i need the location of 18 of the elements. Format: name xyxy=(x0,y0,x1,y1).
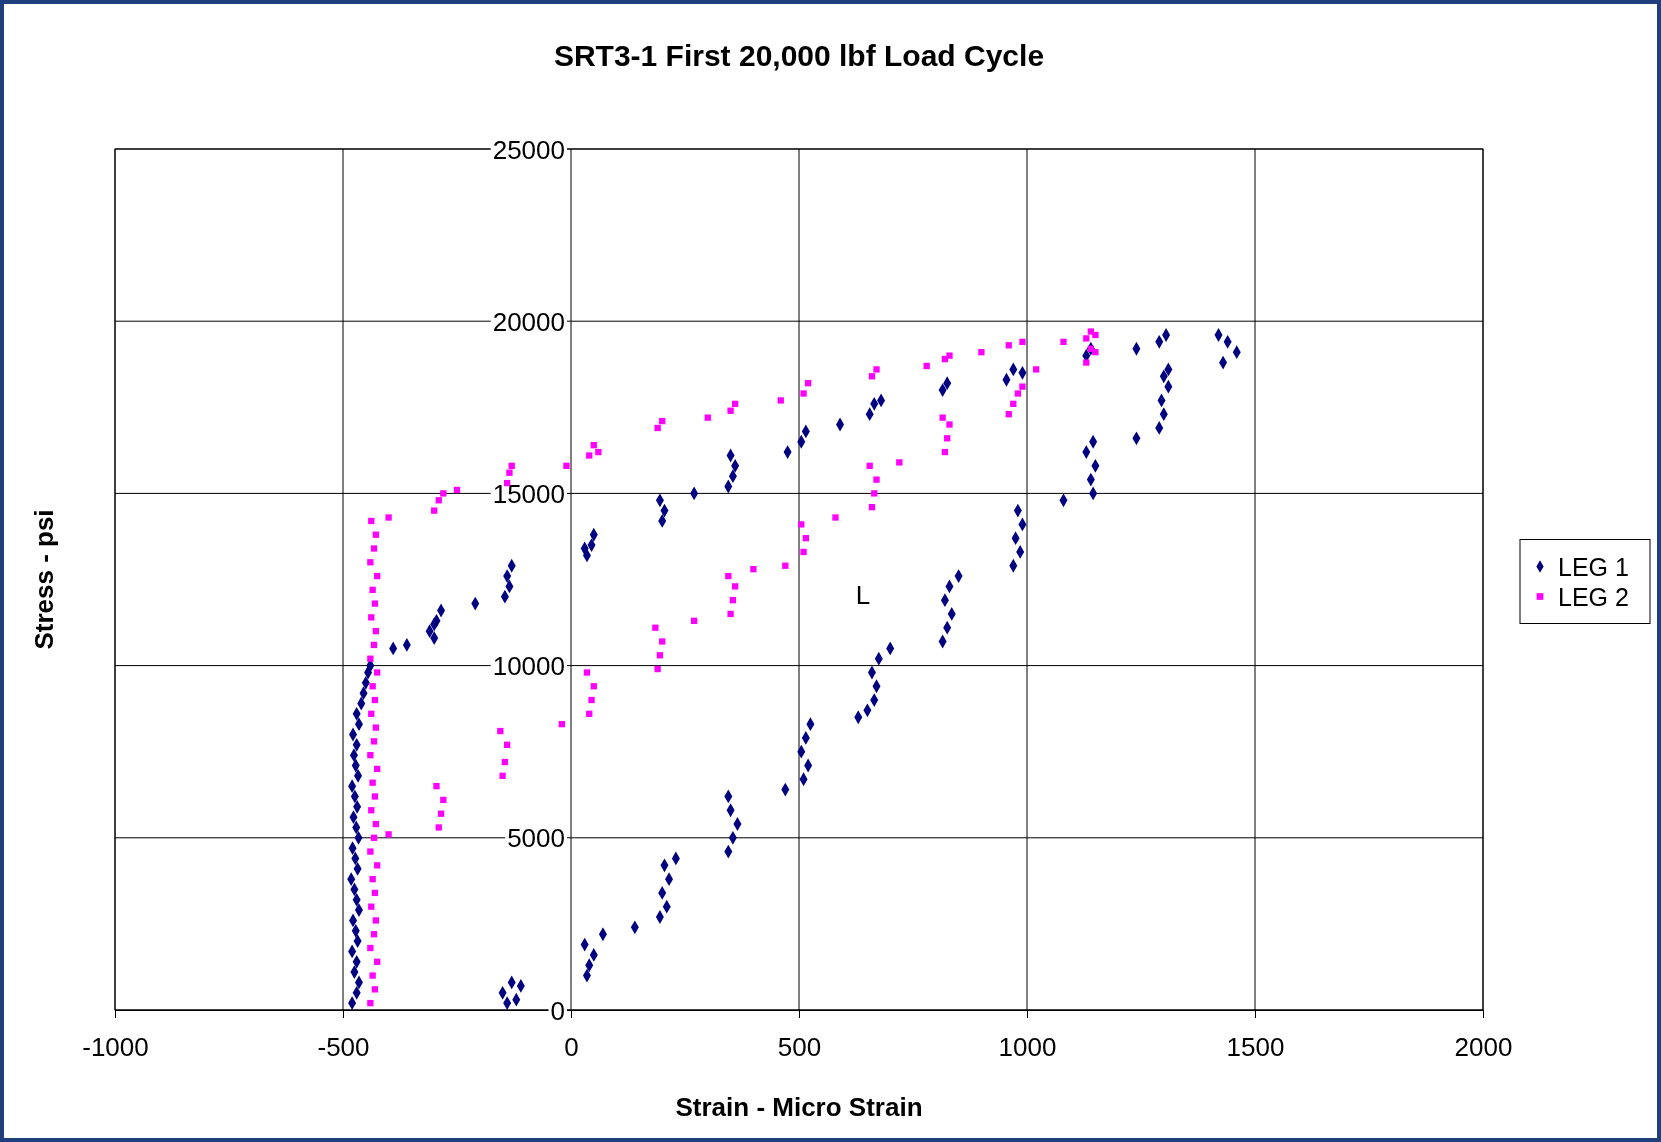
y-tick-label: 15000 xyxy=(492,479,565,509)
y-tick-label: 5000 xyxy=(507,823,565,854)
x-tick-label: 1000 xyxy=(998,1032,1057,1063)
y-tick-label: 0 xyxy=(550,995,565,1026)
y-tick-label: 25000 xyxy=(492,134,565,165)
x-tick-label: -1000 xyxy=(82,1032,149,1063)
y-tick-label: 10000 xyxy=(492,651,565,682)
y-tick-label: 20000 xyxy=(492,306,565,337)
x-tick-label: 2000 xyxy=(1454,1032,1513,1063)
x-axis-title: Strain - Micro Strain xyxy=(675,1092,923,1122)
y-axis-title: Stress - psi xyxy=(29,509,59,650)
annotation: L xyxy=(855,580,871,610)
x-tick-label: -500 xyxy=(317,1032,370,1063)
legend-label: LEG 2 xyxy=(1558,582,1629,611)
legend-label: LEG 1 xyxy=(1558,552,1629,581)
x-tick-label: 500 xyxy=(777,1032,822,1063)
x-tick-label: 1500 xyxy=(1226,1032,1285,1063)
chart-title: SRT3-1 First 20,000 lbf Load Cycle xyxy=(553,39,1045,72)
